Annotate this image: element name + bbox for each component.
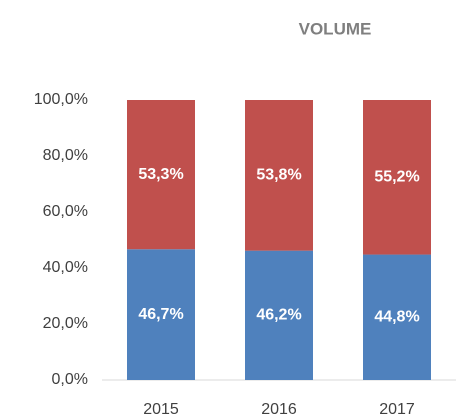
y-tick-label: 40,0% bbox=[43, 259, 88, 276]
chart-title: VOLUME bbox=[299, 19, 372, 38]
data-label: 53,8% bbox=[256, 167, 301, 184]
bar-segment bbox=[245, 250, 313, 380]
y-tick-label: 80,0% bbox=[43, 147, 88, 164]
bar-segment bbox=[363, 100, 431, 255]
x-tick-label: 2016 bbox=[261, 401, 297, 418]
y-tick-label: 100,0% bbox=[34, 91, 88, 108]
y-tick-label: 60,0% bbox=[43, 203, 88, 220]
y-tick-label: 20,0% bbox=[43, 315, 88, 332]
data-label: 53,3% bbox=[138, 166, 183, 183]
data-label: 46,7% bbox=[138, 306, 183, 323]
bar-segment bbox=[363, 254, 431, 380]
data-label: 55,2% bbox=[374, 168, 419, 185]
bar-segment bbox=[127, 100, 195, 250]
bar-segment bbox=[127, 249, 195, 380]
data-label: 46,2% bbox=[256, 307, 301, 324]
data-label: 44,8% bbox=[374, 308, 419, 325]
x-tick-label: 2015 bbox=[143, 401, 179, 418]
bar-segment bbox=[245, 100, 313, 251]
x-tick-label: 2017 bbox=[379, 401, 415, 418]
y-tick-label: 0,0% bbox=[52, 371, 88, 388]
